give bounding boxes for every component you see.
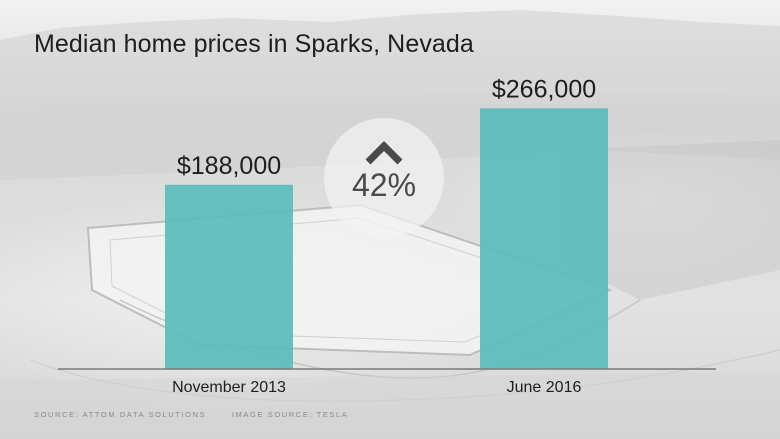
- bar-2: [480, 108, 608, 369]
- image-source-credit: IMAGE SOURCE: TESLA: [231, 410, 349, 419]
- percent-change-label: 42%: [352, 167, 416, 203]
- chart-title: Median home prices in Sparks, Nevada: [34, 30, 474, 58]
- badge-circle: [324, 118, 444, 238]
- bar-value-label-1: $188,000: [177, 152, 281, 180]
- data-source-credit: SOURCE: ATTOM DATA SOLUTIONS: [34, 410, 207, 419]
- x-tick-label-1: November 2013: [172, 379, 286, 396]
- percent-change-badge: 42%: [324, 118, 444, 238]
- bar-1: [165, 184, 293, 369]
- source-credits: SOURCE: ATTOM DATA SOLUTIONS IMAGE SOURC…: [34, 410, 370, 419]
- x-tick-label-2: June 2016: [507, 379, 582, 396]
- bar-value-label-2: $266,000: [492, 75, 596, 103]
- chevron-up-icon: [365, 141, 403, 165]
